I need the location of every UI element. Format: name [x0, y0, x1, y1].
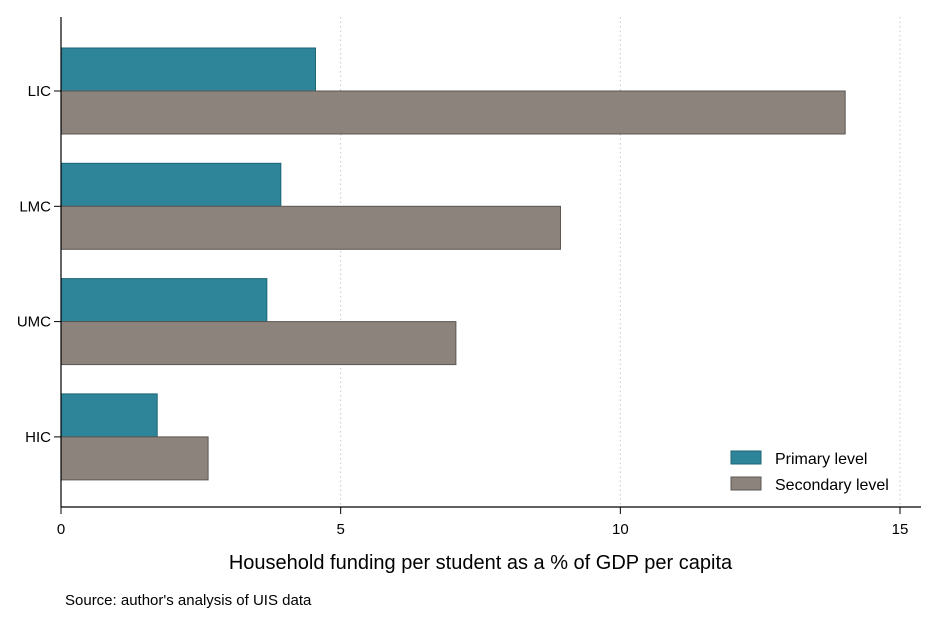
y-tick-label-umc: UMC: [17, 314, 51, 331]
x-tick-label-10: 10: [612, 521, 629, 538]
legend-swatch-secondary: [730, 476, 762, 491]
bar-lmc-primary: [60, 162, 282, 207]
x-tick-label-5: 5: [336, 521, 344, 538]
x-tick-label-0: 0: [57, 521, 65, 538]
y-tick-label-hic: HIC: [25, 429, 51, 446]
source-note: Source: author's analysis of UIS data: [65, 592, 312, 609]
y-ticks: LIC LMC UMC HIC: [17, 83, 61, 446]
legend-label-primary: Primary level: [775, 451, 867, 468]
bar-umc-primary: [60, 278, 268, 323]
legend-label-secondary: Secondary level: [775, 477, 889, 494]
bar-hic-secondary: [60, 436, 209, 481]
x-ticks: 0 5 10 15: [57, 507, 909, 538]
bar-hic-primary: [60, 393, 158, 438]
bar-lmc-secondary: [60, 205, 561, 250]
axes: [60, 17, 921, 508]
bars: [60, 47, 846, 481]
bar-umc-secondary: [60, 321, 457, 366]
bar-lic-primary: [60, 47, 316, 92]
legend-swatch-primary: [730, 450, 762, 465]
y-tick-label-lic: LIC: [28, 83, 52, 100]
x-tick-label-15: 15: [892, 521, 909, 538]
x-axis-title: Household funding per student as a % of …: [229, 552, 733, 574]
y-tick-label-lmc: LMC: [19, 198, 51, 215]
bar-lic-secondary: [60, 90, 846, 135]
legend: Primary level Secondary level: [730, 450, 889, 494]
